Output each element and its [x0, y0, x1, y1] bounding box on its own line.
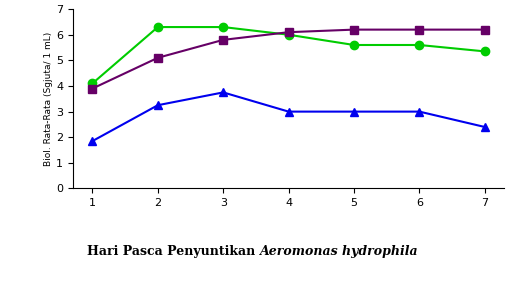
Text: Hari Pasca Penyuntikan: Hari Pasca Penyuntikan [87, 245, 260, 258]
Text: Aeromonas hydrophila: Aeromonas hydrophila [260, 245, 419, 258]
Y-axis label: Biol. Rata-Rata (Sgjuta/ 1 mL): Biol. Rata-Rata (Sgjuta/ 1 mL) [44, 32, 53, 166]
